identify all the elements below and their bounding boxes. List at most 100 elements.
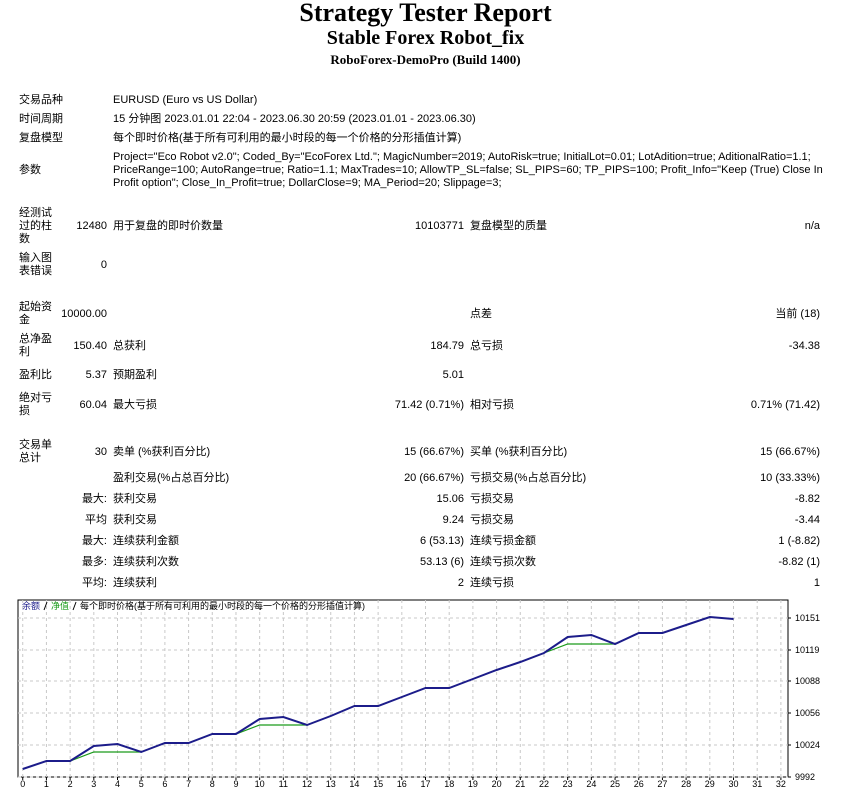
stat-empty [650, 362, 823, 389]
stat-value: 30 [94, 445, 107, 458]
stat-label2: 连续获利次数 [113, 556, 179, 568]
stat-value2: 20 (66.67%) [404, 472, 464, 484]
stat-value: 最多: [81, 556, 107, 568]
x-tick-label: 20 [492, 779, 502, 789]
stat-label3: 连续亏损金额 [470, 535, 536, 547]
stat-value3: 15 (66.67%) [760, 445, 820, 458]
x-tick-label: 10 [255, 779, 265, 789]
stat-empty [290, 249, 467, 281]
x-tick-label: 1 [44, 779, 49, 789]
legend-separator [72, 601, 77, 611]
stats-body: 起始资金 10000.00 点差 当前 (18) 总净盈利 150.40 总获利 184.79… [16, 298, 823, 421]
info-row: 参数 Project="Eco Robot v2.0"; Coded_By="Ec… [16, 148, 832, 193]
info-table: 交易品种 EURUSD (Euro vs US Dollar) 时间周期 15 分钟图… [16, 91, 832, 193]
balance-chart: 0 1 2 3 4 5 6 7 8 9 10 11 12 13 14 15 16 17 18 19 20 21 22 23 24… [17, 599, 820, 789]
stat-value: 150.40 [73, 339, 107, 352]
info-text: 每个即时价格(基于所有可利用的最小时段的每一个价格的分形插值计算) [113, 132, 462, 144]
stat-label3: 亏损交易 [470, 514, 514, 526]
info-text: EURUSD (Euro vs US Dollar) [113, 94, 258, 106]
stat-label3: 亏损交易(%占总百分比) [470, 472, 587, 484]
stat-empty [650, 249, 823, 281]
stat-value: 0 [100, 258, 107, 271]
stats-row: 输入图表错误 0 [16, 249, 823, 281]
stats-row: 交易单总计 30 卖单 (%获利百分比) 15 (66.67%) 买单 (%获利百分比)… [16, 436, 823, 468]
stat-value2: 71.42 (0.71%) [394, 398, 464, 411]
stat-value3: 10 (33.33%) [760, 472, 820, 484]
stat-value2: 9.24 [442, 514, 464, 526]
x-tick-label: 15 [373, 779, 383, 789]
stat-label2: 用于复盘的即时价数量 [113, 220, 223, 232]
legend-entry: 净值 [51, 600, 69, 611]
x-tick-label: 7 [186, 779, 191, 789]
info-label: 时间周期 [19, 113, 63, 125]
robot-name: Stable Forex Robot_fix [326, 27, 525, 49]
stats-row: 平均 获利交易 9.24 亏损交易 -3.44 [16, 510, 823, 531]
stat-label2: 连续获利金额 [113, 535, 179, 547]
stat-value: 60.04 [79, 398, 107, 411]
info-label: 交易品种 [19, 94, 63, 106]
stat-value: 5.37 [85, 369, 107, 381]
stat-label: 交易单总计 [19, 439, 52, 464]
x-tick-label: 4 [115, 779, 120, 789]
stat-label3: 连续亏损次数 [470, 556, 536, 568]
stat-label: 起始资金 [19, 301, 52, 326]
x-tick-label: 3 [91, 779, 96, 789]
x-tick-label: 19 [468, 779, 478, 789]
stat-value2: 2 [457, 577, 464, 589]
stat-empty [16, 531, 58, 552]
stats-row: 最大: 连续获利金额 6 (53.13) 连续亏损金额 1 (-8.82) [16, 531, 823, 552]
info-row: 复盘模型 每个即时价格(基于所有可利用的最小时段的每一个价格的分形插值计算) [16, 129, 832, 148]
stat-label3: 连续亏损 [470, 577, 514, 589]
x-tick-label: 12 [302, 779, 312, 789]
stat-label2: 获利交易 [113, 514, 157, 526]
stat-label2: 预期盈利 [113, 369, 157, 381]
stat-empty [467, 249, 650, 281]
stat-value3: n/a [804, 220, 820, 232]
stat-value2: 15.06 [436, 493, 464, 505]
stat-value3: -34.38 [788, 339, 820, 352]
stats-row: 盈利交易(%占总百分比) 20 (66.67%) 亏损交易(%占总百分比) 10 (3… [16, 468, 823, 489]
x-tick-label: 18 [444, 779, 454, 789]
stat-label2: 总获利 [113, 339, 146, 352]
stat-value2: 184.79 [430, 339, 464, 352]
x-tick-label: 9 [233, 779, 238, 789]
x-tick-label: 16 [397, 779, 407, 789]
legend-entry: 余额 [22, 600, 40, 611]
stat-label2: 获利交易 [113, 493, 157, 505]
stat-value2: 53.13 (6) [419, 556, 464, 568]
x-tick-label: 13 [326, 779, 336, 789]
stat-empty [16, 489, 58, 510]
stat-label3: 亏损交易 [470, 493, 514, 505]
stat-value2: 5.01 [442, 369, 464, 381]
server-build: RoboForex-DemoPro (Build 1400) [330, 52, 521, 67]
stat-value3: -3.44 [794, 514, 820, 526]
stat-value2: 6 (53.13) [419, 535, 464, 547]
x-tick-label: 27 [657, 779, 667, 789]
stat-value3: 当前 (18) [775, 307, 820, 320]
stats-row: 绝对亏损 60.04 最大亏损 71.42 (0.71%) 相对亏损 0.71% (71.… [16, 389, 823, 421]
x-tick-label: 29 [705, 779, 715, 789]
stat-value: 最大: [81, 535, 107, 547]
stat-value3: -8.82 (1) [778, 556, 820, 568]
info-row: 交易品种 EURUSD (Euro vs US Dollar) [16, 91, 832, 110]
stat-value3: 0.71% (71.42) [750, 398, 820, 411]
stat-value: 平均: [81, 577, 107, 589]
stat-empty [110, 249, 290, 281]
stat-label: 经测试过的柱数 [19, 207, 52, 245]
stat-label2: 连续获利 [113, 577, 157, 589]
stat-empty [58, 468, 110, 489]
x-tick-label: 28 [681, 779, 691, 789]
stats-table: 起始资金 10000.00 点差 当前 (18) 总净盈利 150.40 总获利 184.79… [16, 298, 823, 421]
stat-label3: 总亏损 [470, 339, 503, 352]
stat-value: 12480 [76, 220, 107, 232]
info-text: Project="Eco Robot v2.0"; Coded_By="EcoF… [113, 151, 823, 189]
stats-row: 起始资金 10000.00 点差 当前 (18) [16, 298, 823, 330]
stats-table: 经测试过的柱数 12480 用于复盘的即时价数量 10103771 复盘模型的质量 n/a… [16, 204, 823, 281]
stat-label: 总净盈利 [19, 333, 52, 358]
stat-value2: 15 (66.67%) [404, 445, 464, 458]
stat-label2: 盈利交易(%占总百分比) [113, 472, 230, 484]
y-tick-label: 10024 [795, 740, 820, 750]
stat-label3: 点差 [470, 307, 492, 320]
x-tick-label: 11 [279, 779, 288, 789]
